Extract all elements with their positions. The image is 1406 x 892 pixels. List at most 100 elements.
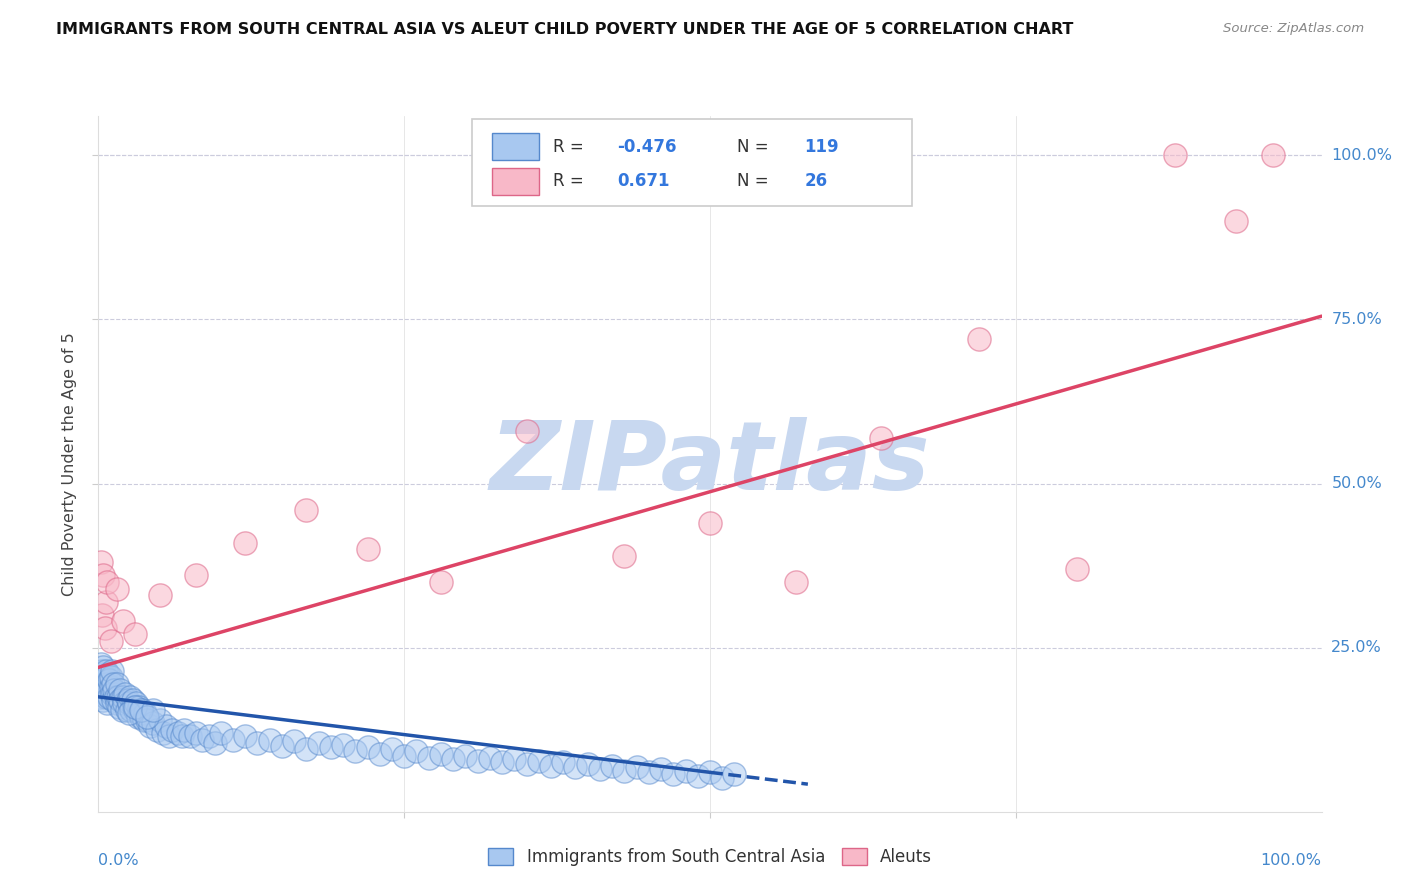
Point: [117, 693, 139, 707]
Point: [124, 703, 146, 717]
Point: [91, 660, 114, 674]
Point: [110, 683, 132, 698]
Point: [136, 713, 159, 727]
Point: [515, 424, 537, 438]
Point: [662, 766, 685, 780]
Point: [637, 765, 661, 780]
Point: [540, 758, 562, 772]
Point: [110, 693, 132, 707]
Point: [129, 703, 152, 717]
Point: [120, 690, 142, 704]
Point: [91, 683, 114, 698]
Point: [1261, 148, 1284, 162]
Point: [98, 690, 121, 704]
Point: [430, 747, 453, 761]
Point: [204, 736, 226, 750]
Point: [98, 673, 121, 688]
Point: [90, 657, 112, 671]
Point: [173, 723, 195, 737]
Y-axis label: Child Poverty Under the Age of 5: Child Poverty Under the Age of 5: [62, 332, 77, 596]
Point: [295, 742, 318, 756]
Point: [319, 740, 342, 755]
Point: [91, 607, 114, 622]
Point: [104, 690, 127, 704]
Point: [356, 542, 378, 557]
Point: [467, 754, 489, 768]
Text: 50.0%: 50.0%: [1331, 476, 1382, 491]
Point: [613, 764, 636, 778]
Point: [91, 568, 114, 582]
Point: [118, 697, 141, 711]
Text: 119: 119: [804, 137, 839, 155]
Point: [152, 726, 174, 740]
Text: -0.476: -0.476: [617, 137, 676, 155]
Point: [515, 757, 537, 772]
Point: [93, 621, 115, 635]
Point: [96, 677, 118, 691]
Point: [101, 687, 124, 701]
Point: [103, 683, 125, 698]
Point: [100, 634, 122, 648]
Point: [125, 697, 148, 711]
Point: [105, 582, 128, 596]
Bar: [492, 168, 538, 194]
Point: [491, 756, 513, 770]
Point: [105, 677, 128, 691]
Point: [308, 736, 330, 750]
Point: [186, 568, 208, 582]
Point: [128, 699, 150, 714]
Point: [675, 764, 697, 778]
Point: [101, 664, 124, 678]
Point: [478, 751, 501, 765]
Point: [870, 431, 893, 445]
Point: [124, 699, 146, 714]
Point: [441, 752, 464, 766]
Point: [118, 706, 141, 721]
Text: R =: R =: [554, 137, 589, 155]
Point: [120, 703, 142, 717]
Point: [381, 742, 404, 756]
Point: [454, 748, 477, 763]
Point: [139, 719, 162, 733]
Point: [295, 503, 318, 517]
Point: [967, 332, 990, 346]
Point: [392, 748, 416, 763]
Point: [101, 693, 124, 707]
Point: [90, 555, 112, 569]
Text: ZIPatlas: ZIPatlas: [489, 417, 931, 510]
Point: [157, 729, 180, 743]
Point: [93, 680, 115, 694]
Point: [112, 697, 135, 711]
Point: [527, 754, 550, 768]
Point: [430, 574, 453, 589]
Point: [94, 690, 117, 704]
Point: [283, 734, 305, 748]
Point: [121, 693, 143, 707]
Point: [91, 677, 114, 691]
Point: [699, 516, 721, 530]
Text: R =: R =: [554, 172, 589, 190]
Point: [699, 765, 721, 780]
Point: [94, 595, 117, 609]
Point: [91, 693, 114, 707]
Point: [111, 703, 134, 717]
Point: [191, 732, 214, 747]
Point: [127, 709, 149, 723]
Point: [356, 740, 378, 755]
Point: [222, 732, 245, 747]
Point: [344, 744, 367, 758]
Point: [405, 744, 427, 758]
Text: 0.671: 0.671: [617, 172, 669, 190]
Point: [503, 752, 526, 766]
Point: [100, 680, 122, 694]
Point: [96, 697, 118, 711]
Point: [589, 762, 612, 776]
Point: [136, 709, 159, 723]
Point: [122, 699, 145, 714]
Point: [91, 664, 114, 678]
Point: [259, 732, 281, 747]
Point: [711, 771, 734, 785]
Point: [246, 736, 269, 750]
Point: [111, 690, 134, 704]
Point: [1066, 562, 1088, 576]
